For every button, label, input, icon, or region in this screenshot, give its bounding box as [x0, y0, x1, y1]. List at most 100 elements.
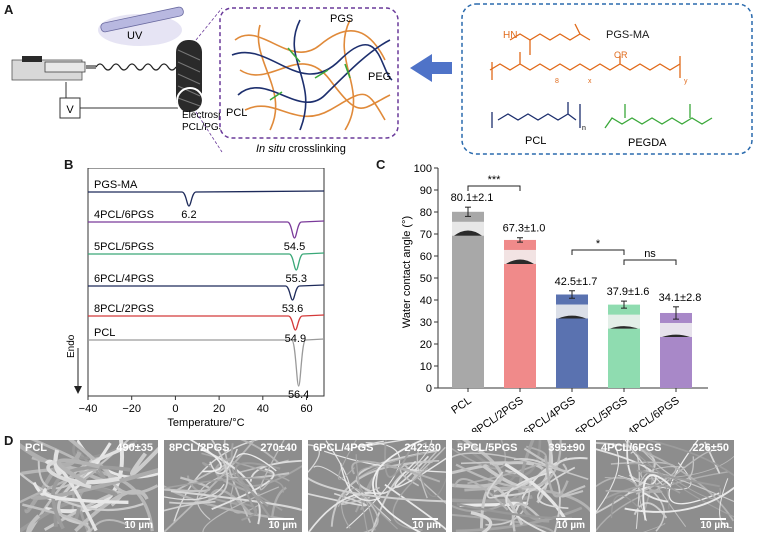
- scale-bar: [268, 518, 294, 520]
- chart-value-label: 80.1±2.1: [451, 192, 494, 204]
- sem-fiber-diameter: 490±35: [116, 442, 153, 454]
- dsc-x-ticks: −40 −20 0 20 40 60: [79, 396, 313, 415]
- dsc-trace: [88, 190, 325, 207]
- collector-drum-icon: [176, 40, 204, 115]
- fiber-label-2: PCL/PGS fibers: [182, 122, 253, 133]
- chem-hn-label: HN: [503, 30, 517, 41]
- chart-y-tick-label: 30: [420, 317, 432, 329]
- dsc-xlabel: Temperature/°C: [167, 417, 244, 429]
- contact-angle-chart: Water contact angle (°) 0 10 20 30 40 50 60 70 8…: [401, 163, 708, 432]
- pcl-structure: [491, 102, 581, 128]
- significance-bracket: [467, 185, 521, 191]
- sem-image-tile: 6PCL/4PGS 242±30 10 µm: [308, 440, 446, 532]
- dsc-labels: PGS-MA 6.2 4PCL/6PGS 54.5 5PCL/5PGS 55.3 6PCL/…: [94, 179, 309, 401]
- endo-arrow-icon: [74, 386, 82, 394]
- left-arrow-icon: [410, 54, 452, 82]
- panel-letter-b: B: [64, 157, 74, 172]
- dsc-trace-label: PCL: [94, 327, 115, 339]
- scale-bar-label: 10 µm: [268, 520, 297, 531]
- chart-y-ticks: 0 10 20 30 40 50 60 70 80 90 100: [414, 163, 438, 395]
- fiber-label-1: Electrospun: [182, 110, 235, 121]
- scale-bar: [412, 518, 438, 520]
- sem-fiber-diameter: 242±30: [404, 442, 441, 454]
- sem-image-tile: 4PCL/6PGS 226±50 10 µm: [596, 440, 734, 532]
- chart-y-tick-label: 0: [426, 383, 432, 395]
- pgs-ma-structure: [489, 23, 681, 80]
- dsc-x-tick-label: 20: [213, 403, 225, 415]
- scale-bar: [124, 518, 150, 520]
- sem-sample-label: 5PCL/5PGS: [457, 442, 518, 454]
- dsc-x-tick-label: −20: [122, 403, 141, 415]
- scale-bar-label: 10 µm: [700, 520, 729, 531]
- chart-y-tick-label: 40: [420, 295, 432, 307]
- scale-bar-label: 10 µm: [124, 520, 153, 531]
- insitu-label: In situ crosslinking: [256, 143, 346, 155]
- chemistry-box: [461, 3, 753, 155]
- dsc-x-tick-label: 60: [300, 403, 312, 415]
- sem-fiber-diameter: 226±50: [692, 442, 729, 454]
- sem-fiber-diameter: 395±90: [548, 442, 585, 454]
- droplet-image: [608, 314, 640, 329]
- network-pcl-label: PCL: [226, 107, 247, 119]
- uv-label: UV: [127, 30, 143, 42]
- pegda-structure: [604, 104, 713, 129]
- chart-value-label: 42.5±1.7: [555, 276, 598, 288]
- scale-bar: [556, 518, 582, 520]
- dsc-trace-label: 5PCL/5PGS: [94, 241, 154, 253]
- chart-bars: 80.1±2.1 67.3±1.0 42.5±1.7 37.9±1.6 34.1±2.8: [451, 192, 701, 388]
- significance-bracket: [623, 259, 677, 265]
- chem-or-label: OR: [614, 50, 628, 60]
- droplet-icon: [506, 259, 534, 264]
- chart-value-label: 67.3±1.0: [503, 223, 546, 235]
- droplet-icon: [610, 326, 638, 329]
- scale-bar-label: 10 µm: [412, 520, 441, 531]
- dsc-trace-label: PGS-MA: [94, 179, 138, 191]
- chart-y-tick-label: 70: [420, 229, 432, 241]
- zoom-line-top: [195, 7, 223, 41]
- chart-significance: ****ns: [467, 174, 677, 265]
- fiber-jet-icon: [95, 63, 177, 71]
- dsc-traces: [88, 190, 325, 387]
- dsc-x-tick-label: 40: [257, 403, 269, 415]
- sem-fiber-texture: [20, 440, 158, 532]
- sem-sample-label: 6PCL/4PGS: [313, 442, 374, 454]
- dsc-trace: [88, 338, 325, 387]
- chart-y-tick-label: 10: [420, 361, 432, 373]
- chem-pegda-label: PEGDA: [628, 137, 667, 149]
- chart-y-tick-label: 20: [420, 339, 432, 351]
- sem-image-tile: 8PCL/2PGS 270±40 10 µm: [164, 440, 302, 532]
- dsc-peak-label: 55.3: [286, 273, 307, 285]
- network-pgs-label: PGS: [330, 13, 353, 25]
- sem-fiber-texture: [452, 440, 590, 532]
- sem-fiber-texture: [308, 440, 446, 532]
- chart-value-label: 37.9±1.6: [607, 286, 650, 298]
- zoom-line-bottom: [195, 111, 223, 153]
- chart-x-tick-label: 6PCL/4PGS: [522, 395, 578, 432]
- dsc-peak-label: 54.5: [284, 241, 305, 253]
- chart-x-tick-label: 8PCL/2PGS: [470, 395, 526, 432]
- endo-label: Endo: [66, 334, 77, 358]
- chart-y-tick-label: 90: [420, 185, 432, 197]
- dsc-trace-label: 8PCL/2PGS: [94, 303, 154, 315]
- chem-8-label: 8: [555, 78, 559, 85]
- scale-bar-label: 10 µm: [556, 520, 585, 531]
- droplet-icon: [454, 230, 482, 236]
- droplet-image: [660, 322, 692, 337]
- dsc-trace: [88, 284, 325, 301]
- significance-label: ***: [488, 174, 502, 186]
- droplet-image: [504, 249, 536, 264]
- syringe-pump-icon: [11, 56, 96, 81]
- chem-pcl-label: PCL: [525, 135, 546, 147]
- sem-fiber-texture: [596, 440, 734, 532]
- dsc-peak-label: 53.6: [282, 303, 303, 315]
- chem-x-label: x: [588, 78, 592, 85]
- dsc-x-tick-label: 0: [172, 403, 178, 415]
- chart-x-tick-label: 4PCL/6PGS: [626, 395, 682, 432]
- uv-lamp-icon: [98, 6, 184, 46]
- droplet-image: [556, 304, 588, 319]
- chart-y-tick-label: 60: [420, 251, 432, 263]
- dsc-trace-label: 6PCL/4PGS: [94, 273, 154, 285]
- chem-pgsma-label: PGS-MA: [606, 29, 650, 41]
- sem-sample-label: 8PCL/2PGS: [169, 442, 230, 454]
- dsc-trace: [88, 314, 325, 331]
